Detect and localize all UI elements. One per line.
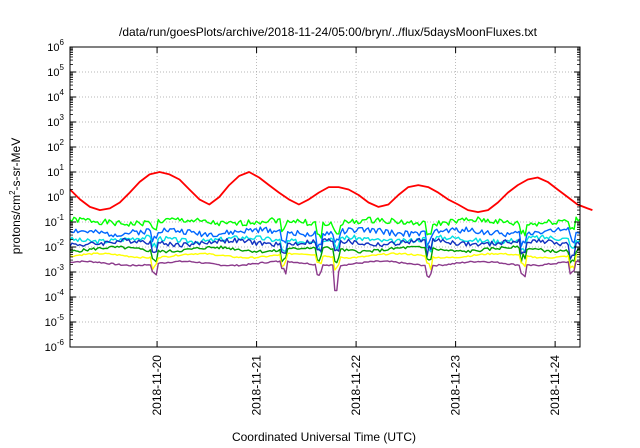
series-group — [69, 171, 593, 292]
series-line — [69, 226, 581, 249]
series-line — [69, 260, 581, 292]
y-tick-label: 10-2 — [45, 238, 65, 254]
chart-title: /data/run/goesPlots/archive/2018-11-24/0… — [119, 25, 538, 39]
y-tick-label: 106 — [47, 38, 64, 54]
series-line — [69, 245, 581, 264]
grid — [70, 47, 580, 347]
x-tick-label: 2018-11-21 — [250, 355, 264, 416]
series-line — [69, 252, 580, 271]
y-tick-label: 103 — [47, 113, 64, 129]
y-tick-label: 105 — [47, 63, 64, 79]
y-tick-label: 10-5 — [45, 313, 65, 329]
y-tick-label: 104 — [47, 88, 64, 104]
x-axis-label: Coordinated Universal Time (UTC) — [232, 430, 416, 444]
y-ticks: 10-6 10-5 10-4 10-3 10-2 10-1 100 101 102 103 104 1… — [45, 38, 580, 354]
x-tick-label: 2018-11-23 — [449, 355, 463, 416]
y-tick-label: 10-6 — [45, 338, 65, 354]
x-tick-label: 2018-11-24 — [548, 355, 562, 416]
y-tick-label: 10-1 — [45, 213, 65, 229]
x-tick-label: 2018-11-20 — [150, 355, 164, 416]
x-ticks: 2018-11-20 2018-11-21 2018-11-22 2018-11-23… — [150, 47, 562, 416]
y-tick-label: 101 — [47, 163, 64, 179]
series-line — [69, 237, 581, 260]
y-tick-label: 10-3 — [45, 263, 65, 279]
y-tick-label: 100 — [47, 188, 64, 204]
series-line — [69, 234, 581, 254]
y-axis-label: protons/cm2-s-sr-MeV — [8, 138, 23, 254]
x-tick-label: 2018-11-22 — [349, 355, 363, 416]
series-line — [69, 171, 593, 213]
series-line — [69, 216, 581, 239]
plot-frame — [69, 46, 581, 348]
y-tick-label: 10-4 — [45, 288, 65, 304]
y-tick-label: 102 — [47, 138, 64, 154]
